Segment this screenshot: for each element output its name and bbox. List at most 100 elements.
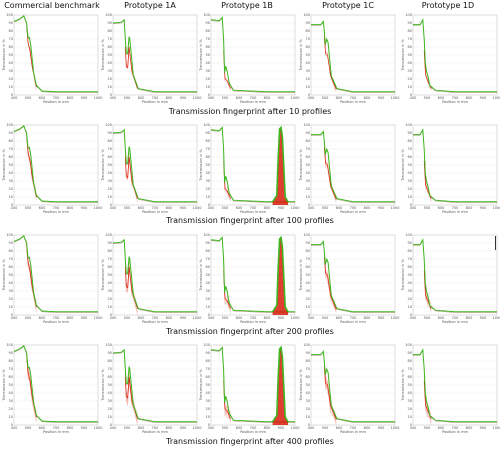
y-tick-label: 10 [408,85,412,89]
y-tick-label: 60 [108,155,112,159]
x-tick-label: 1000 [291,316,300,320]
y-tick-label: 30 [9,399,13,403]
y-axis-label: Transmission in % [101,369,105,402]
x-tick-label: 800 [264,206,271,210]
x-tick-label: 400 [410,96,417,100]
x-tick-label: 700 [250,96,257,100]
x-tick-label: 500 [25,426,32,430]
x-tick-label: 400 [11,426,18,430]
x-tick-label: 400 [410,316,417,320]
x-axis-label: Position in mm [442,100,468,104]
x-tick-label: 800 [166,426,173,430]
green-profile-line [112,348,197,423]
x-tick-label: 500 [124,206,131,210]
x-tick-label: 500 [322,96,329,100]
y-tick-label: 90 [206,351,210,355]
late-peak-green-edge [271,125,289,203]
x-tick-label: 1000 [193,426,202,430]
y-tick-label: 60 [408,375,412,379]
x-tick-label: 1000 [193,316,202,320]
y-tick-label: 100 [6,13,13,17]
x-tick-label: 500 [424,96,431,100]
y-tick-label: 80 [108,359,112,363]
y-axis-label: Transmission in % [199,149,203,182]
x-tick-label: 800 [67,316,74,320]
x-axis-label: Position in mm [240,320,266,324]
x-tick-label: 500 [222,206,229,210]
y-tick-label: 100 [405,123,412,127]
x-axis-label: Position in mm [142,320,168,324]
y-tick-label: 10 [408,195,412,199]
y-tick-label: 80 [206,359,210,363]
x-tick-label: 1000 [94,426,103,430]
y-tick-label: 40 [206,281,210,285]
x-tick-label: 1000 [94,316,103,320]
x-tick-label: 600 [138,316,145,320]
y-tick-label: 70 [306,147,310,151]
x-tick-label: 800 [67,96,74,100]
green-profile-line [413,18,497,93]
y-tick-label: 100 [6,343,13,347]
y-tick-label: 70 [408,37,412,41]
x-tick-label: 800 [264,316,271,320]
y-axis-label: Transmission in % [199,39,203,72]
y-tick-label: 40 [306,281,310,285]
y-tick-label: 100 [203,343,210,347]
y-tick-label: 40 [206,171,210,175]
x-tick-label: 500 [222,316,229,320]
x-tick-label: 1000 [391,316,400,320]
y-tick-label: 100 [203,233,210,237]
x-tick-label: 600 [336,206,343,210]
x-tick-label: 800 [364,96,371,100]
x-tick-label: 500 [25,316,32,320]
y-tick-label: 30 [306,289,310,293]
x-tick-label: 1000 [193,96,202,100]
green-profile-line [13,234,98,313]
x-axis-label: Position in mm [240,100,266,104]
x-tick-label: 900 [81,316,88,320]
x-tick-label: 700 [152,426,159,430]
x-tick-label: 400 [308,206,315,210]
x-axis-label: Position in mm [442,320,468,324]
x-tick-label: 500 [124,316,131,320]
green-profile-line [311,350,395,423]
x-tick-label: 900 [81,426,88,430]
y-tick-label: 0 [410,93,412,97]
x-tick-label: 600 [138,426,145,430]
y-tick-label: 20 [206,77,210,81]
y-tick-label: 20 [306,297,310,301]
x-tick-label: 900 [81,206,88,210]
y-tick-label: 10 [306,305,310,309]
x-tick-label: 700 [152,316,159,320]
y-tick-label: 10 [408,305,412,309]
x-tick-label: 1000 [493,206,500,210]
y-tick-label: 0 [208,93,210,97]
y-tick-label: 10 [108,195,112,199]
x-axis-label: Position in mm [340,210,366,214]
y-tick-label: 100 [405,233,412,237]
y-tick-label: 70 [408,257,412,261]
y-tick-label: 40 [9,281,13,285]
x-tick-label: 800 [264,96,271,100]
y-tick-label: 10 [306,85,310,89]
y-tick-label: 100 [303,123,310,127]
y-tick-label: 30 [9,289,13,293]
y-tick-label: 20 [9,77,13,81]
y-tick-label: 70 [408,147,412,151]
y-tick-label: 70 [206,147,210,151]
x-tick-label: 800 [364,426,371,430]
y-tick-label: 100 [105,233,112,237]
y-tick-label: 50 [108,383,112,387]
y-tick-label: 0 [410,203,412,207]
y-tick-label: 20 [206,407,210,411]
green-profile-line [210,126,295,203]
y-tick-label: 70 [9,147,13,151]
y-tick-label: 50 [9,163,13,167]
x-tick-label: 700 [350,316,357,320]
x-tick-label: 700 [350,96,357,100]
